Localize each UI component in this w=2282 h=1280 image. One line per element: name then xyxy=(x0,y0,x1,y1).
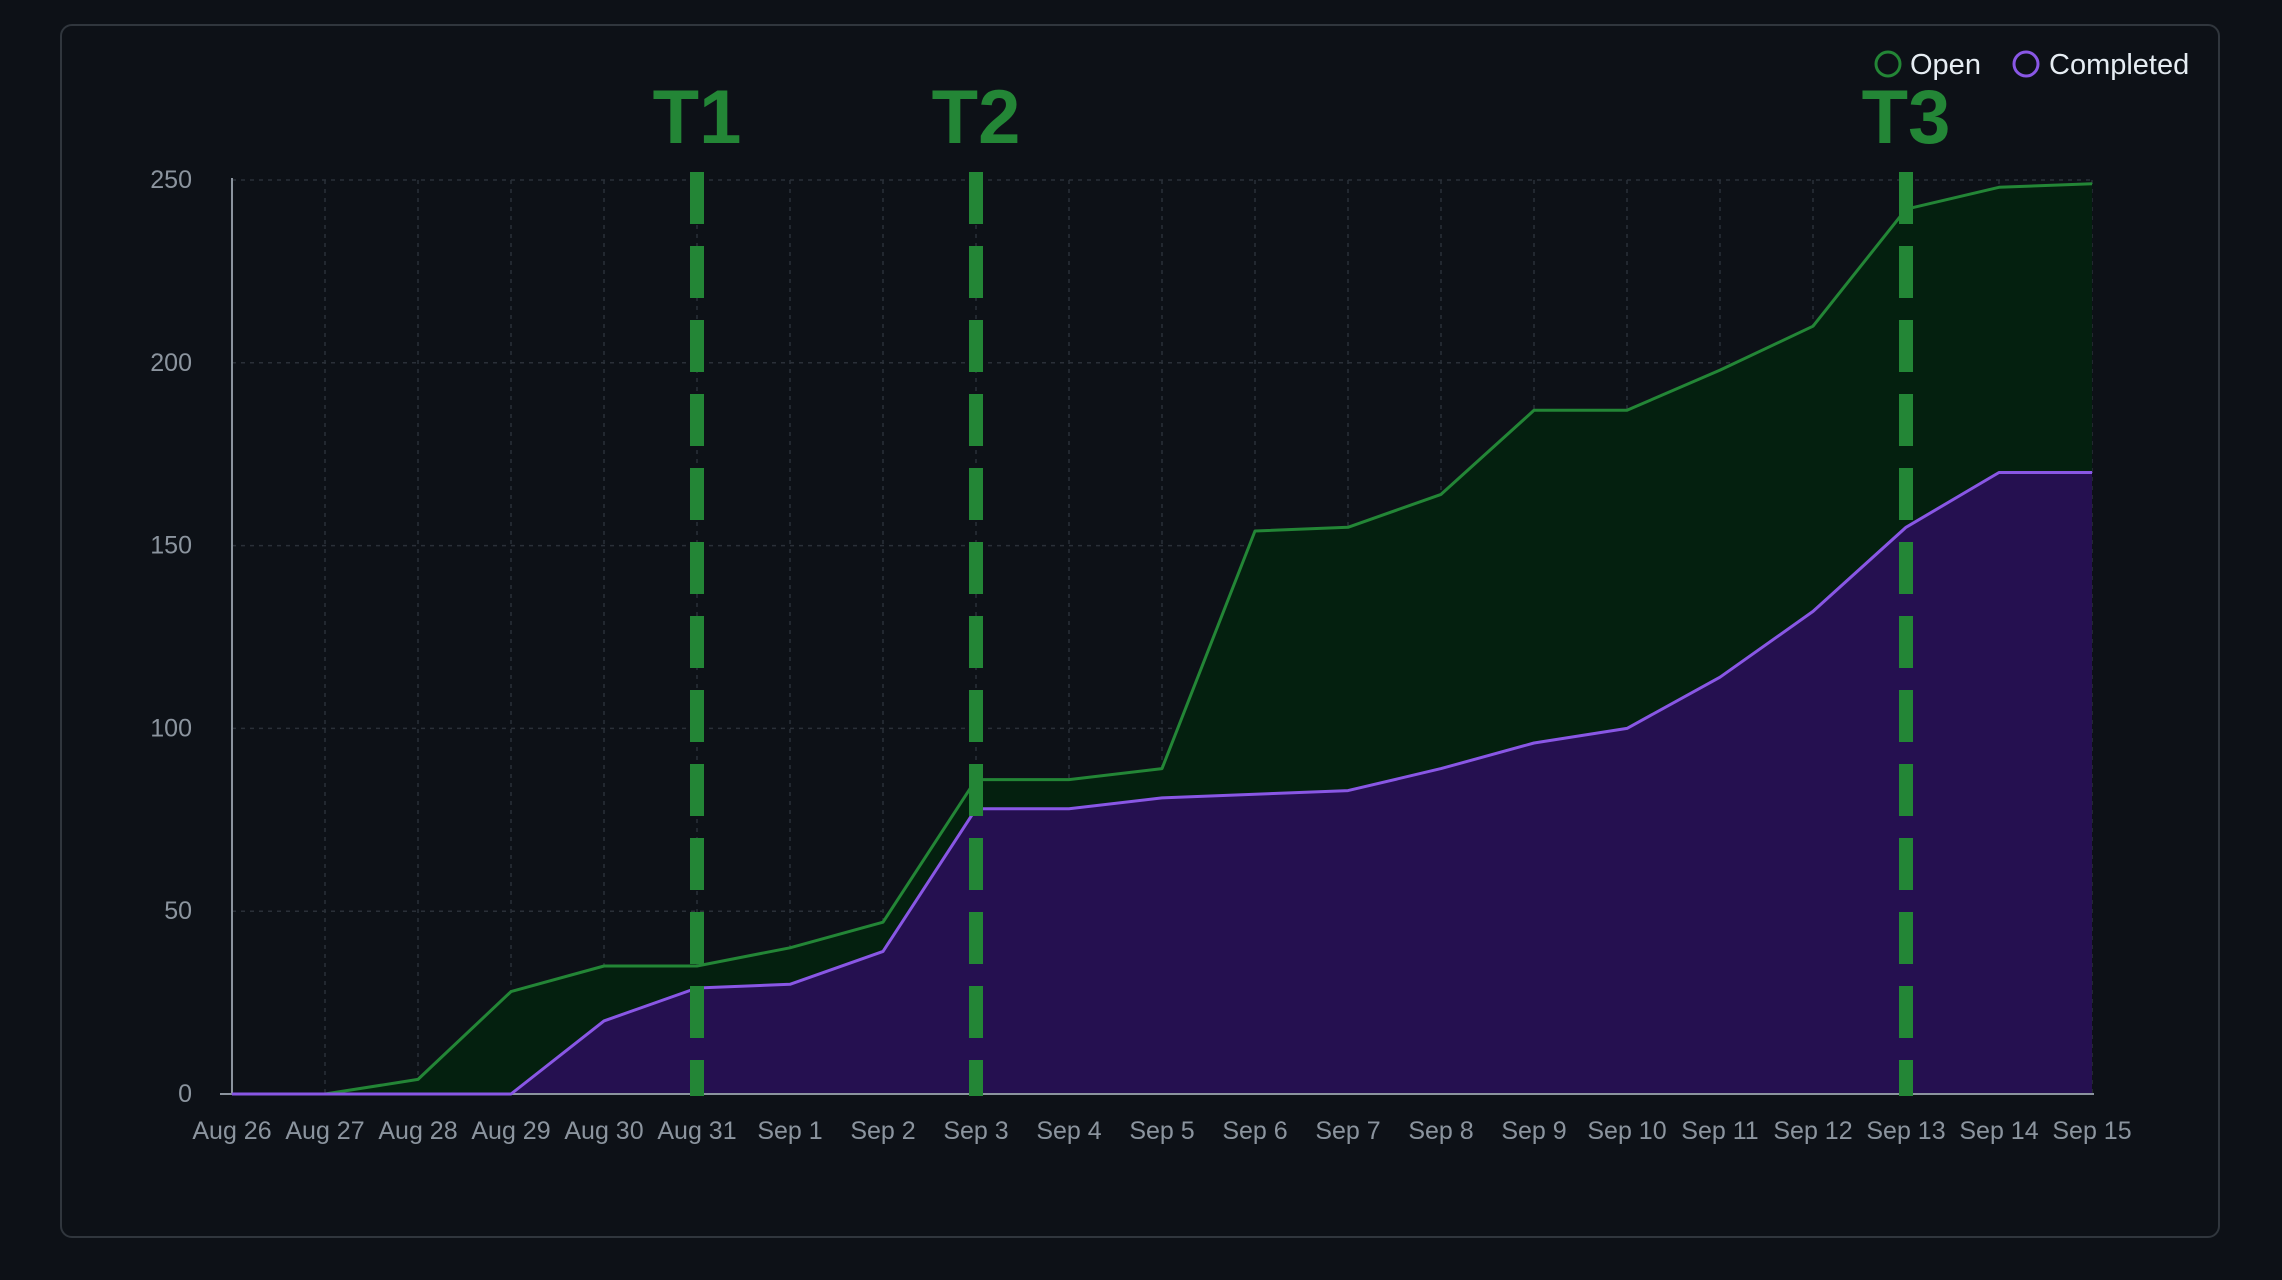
x-tick-label: Sep 4 xyxy=(1036,1117,1101,1145)
x-tick-label: Aug 31 xyxy=(657,1117,736,1145)
x-tick-label: Sep 13 xyxy=(1866,1117,1945,1145)
point-completed xyxy=(2091,471,2093,473)
point-open xyxy=(603,965,605,967)
point-open xyxy=(1440,493,1442,495)
x-tick-label: Sep 6 xyxy=(1222,1117,1287,1145)
y-tick-label: 0 xyxy=(178,1080,192,1108)
point-completed xyxy=(510,1093,512,1095)
point-completed xyxy=(1068,808,1070,810)
point-open xyxy=(882,921,884,923)
point-completed xyxy=(1626,727,1628,729)
y-tick-label: 50 xyxy=(164,897,192,925)
point-open xyxy=(1998,186,2000,188)
y-tick-label: 200 xyxy=(150,349,192,377)
axes: 0 50 100 150 200 250 Aug 26 Aug 27 Aug 28 Aug 29 A… xyxy=(150,166,2131,1145)
point-completed xyxy=(417,1093,419,1095)
marker-label-t2: T2 xyxy=(932,75,1021,160)
x-tick-label: Sep 12 xyxy=(1773,1117,1852,1145)
x-tick-label: Sep 8 xyxy=(1408,1117,1473,1145)
legend-label-open: Open xyxy=(1910,49,1981,81)
point-open xyxy=(510,991,512,993)
y-tick-label: 150 xyxy=(150,532,192,560)
legend-swatch-completed xyxy=(2012,50,2040,78)
x-tick-label: Sep 1 xyxy=(757,1117,822,1145)
milestone-markers: T1 T2 T3 xyxy=(653,75,1951,1096)
x-tick-label: Sep 3 xyxy=(943,1117,1008,1145)
x-tick-label: Aug 30 xyxy=(564,1117,643,1145)
point-completed xyxy=(1812,610,1814,612)
point-completed xyxy=(1347,790,1349,792)
x-tick-label: Aug 28 xyxy=(378,1117,457,1145)
x-tick-label: Sep 7 xyxy=(1315,1117,1380,1145)
point-completed xyxy=(1719,676,1721,678)
point-open xyxy=(1812,325,1814,327)
point-open xyxy=(1347,526,1349,528)
point-completed xyxy=(1533,742,1535,744)
point-completed xyxy=(1998,471,2000,473)
y-tick-label: 250 xyxy=(150,166,192,194)
point-open xyxy=(1161,768,1163,770)
point-open xyxy=(1068,779,1070,781)
point-open xyxy=(789,947,791,949)
x-tick-label: Sep 5 xyxy=(1129,1117,1194,1145)
point-completed xyxy=(1440,768,1442,770)
point-completed xyxy=(882,950,884,952)
point-open xyxy=(1719,369,1721,371)
point-open xyxy=(1626,409,1628,411)
point-completed xyxy=(603,1020,605,1022)
x-tick-label: Sep 15 xyxy=(2052,1117,2131,1145)
area-completed xyxy=(232,472,2092,1094)
point-completed xyxy=(789,983,791,985)
x-tick-label: Sep 2 xyxy=(850,1117,915,1145)
point-open xyxy=(1254,530,1256,532)
point-completed xyxy=(1161,797,1163,799)
x-tick-label: Aug 26 xyxy=(192,1117,271,1145)
legend: Open Completed xyxy=(1874,49,2189,81)
point-completed xyxy=(1254,793,1256,795)
point-open xyxy=(417,1078,419,1080)
marker-label-t3: T3 xyxy=(1862,75,1951,160)
x-tick-label: Sep 10 xyxy=(1587,1117,1666,1145)
legend-label-completed: Completed xyxy=(2049,49,2189,81)
y-tick-label: 100 xyxy=(150,714,192,742)
point-open xyxy=(696,965,698,967)
marker-label-t1: T1 xyxy=(653,75,742,160)
point-open xyxy=(2091,183,2093,185)
point-completed xyxy=(231,1093,233,1095)
x-tick-label: Sep 9 xyxy=(1501,1117,1566,1145)
legend-swatch-open xyxy=(1874,50,1902,78)
x-tick-label: Aug 27 xyxy=(285,1117,364,1145)
x-tick-label: Aug 29 xyxy=(471,1117,550,1145)
point-open xyxy=(1533,409,1535,411)
point-completed xyxy=(324,1093,326,1095)
point-completed xyxy=(1905,526,1907,528)
x-tick-label: Sep 14 xyxy=(1959,1117,2038,1145)
x-tick-label: Sep 11 xyxy=(1681,1117,1758,1145)
